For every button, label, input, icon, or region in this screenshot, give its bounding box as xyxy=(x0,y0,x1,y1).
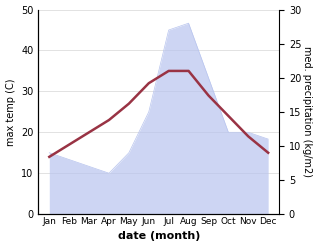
Y-axis label: max temp (C): max temp (C) xyxy=(5,78,16,145)
Y-axis label: med. precipitation (kg/m2): med. precipitation (kg/m2) xyxy=(302,46,313,177)
X-axis label: date (month): date (month) xyxy=(118,231,200,242)
